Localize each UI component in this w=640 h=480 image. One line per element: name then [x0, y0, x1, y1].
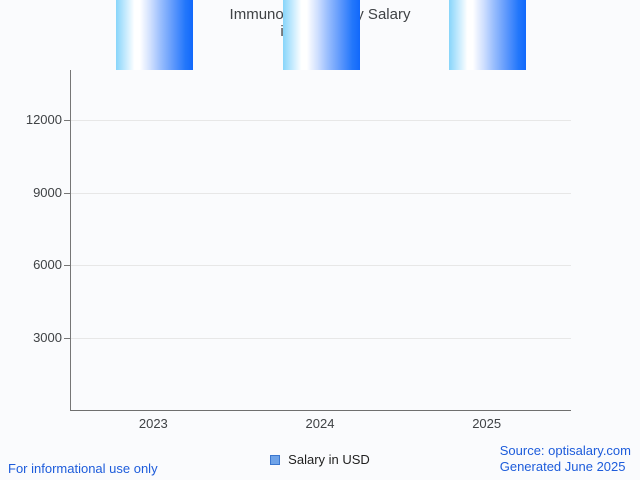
y-tick: [64, 337, 70, 339]
gridline: [71, 265, 571, 266]
gridline: [71, 120, 571, 121]
y-tick-label: 9000: [33, 184, 62, 200]
gridline: [71, 192, 571, 194]
legend-marker-icon: [270, 454, 281, 465]
legend: Salary in USD: [0, 452, 640, 467]
x-tick-label: 2024: [305, 416, 335, 431]
gridline: [71, 337, 571, 339]
y-tick: [64, 120, 70, 121]
footer-generated: Generated June 2025: [499, 459, 626, 474]
bar: [115, 0, 193, 70]
y-tick: [64, 192, 70, 194]
x-tick-label: 2023: [138, 416, 168, 431]
footer-disclaimer: For informational use only: [8, 461, 158, 476]
y-tick-label: 3000: [33, 329, 62, 345]
footer-source: Source: optisalary.com: [499, 443, 631, 458]
x-tick-label: 2025: [472, 416, 502, 431]
y-tick-label: 6000: [33, 257, 62, 272]
y-tick: [64, 265, 70, 266]
plot-area: [64, 0, 571, 411]
legend-label: Salary in USD: [288, 452, 370, 467]
y-tick-label: 12000: [25, 112, 62, 127]
footer-source-block: Source: optisalary.com Generated June 20…: [500, 443, 631, 475]
bar: [282, 0, 360, 70]
bar: [449, 0, 527, 70]
